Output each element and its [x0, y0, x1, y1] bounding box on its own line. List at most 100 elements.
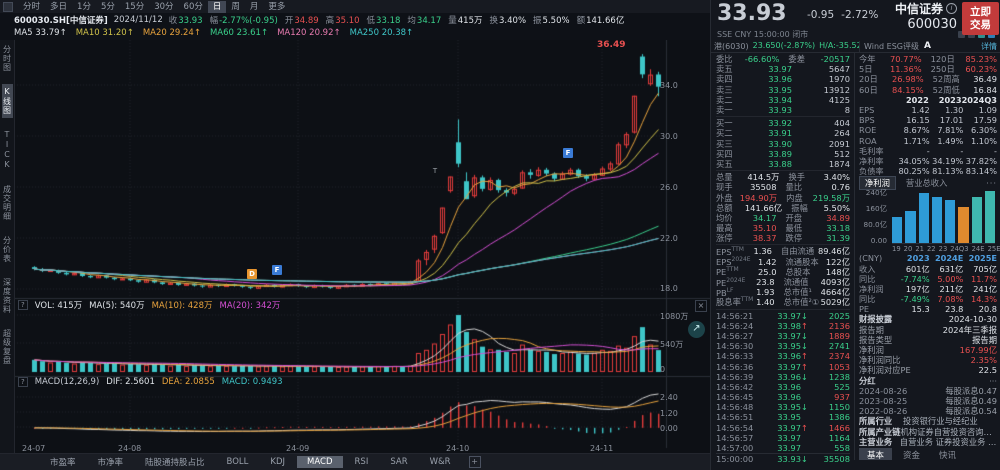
panel-tab-快讯[interactable]: 快讯 — [939, 450, 957, 460]
stat-row-20日: 20日 26.98% 52周高 36.49 — [859, 74, 997, 85]
date-label: 2024/11/12 — [113, 14, 163, 25]
symbol-label: 600030.SH[中信证券] — [14, 15, 108, 26]
profit-bar-23 — [945, 200, 956, 244]
field-幅: 幅-2.77%(-0.95) — [209, 15, 278, 26]
profit-tab-营业总收入[interactable]: 营业总收入 — [905, 177, 948, 188]
rail-item-分价表[interactable]: 分价表 — [2, 236, 12, 263]
trade-now-button[interactable]: 立即 交易 — [962, 2, 999, 35]
tick-row: 14:56:27 33.97 ↓ 1889 — [716, 330, 850, 341]
field-收: 收33.93 — [168, 15, 203, 26]
event-badge-F[interactable]: F — [272, 265, 282, 275]
stat-row-股息率: 股息率TTM 1.40 总市值²① 5029亿 — [716, 296, 850, 308]
help-tip-icon[interactable]: ? — [18, 377, 28, 387]
volume-axis-label: 0 — [660, 365, 666, 374]
tick-row: 14:56:24 33.98 ↑ 2136 — [716, 320, 850, 331]
period-tab-周[interactable]: 周 — [231, 1, 240, 12]
event-badge-F[interactable]: F — [563, 148, 573, 158]
period-tab-30分[interactable]: 30分 — [154, 1, 174, 12]
info-circle-icon[interactable]: i — [946, 3, 957, 14]
ask-row[interactable]: 卖五 33.97 5647 — [716, 64, 850, 75]
panel-tab-资金[interactable]: 资金 — [903, 450, 921, 460]
bid-row[interactable]: 买三 33.90 2091 — [716, 138, 850, 149]
indicator-tab-市净率[interactable]: 市净率 — [97, 458, 124, 468]
indicator-tab-RSI[interactable]: RSI — [354, 457, 369, 467]
report-row-净利润: 净利润 167.99亿 — [859, 345, 997, 356]
rail-item-成交明细[interactable]: 成交明细 — [2, 185, 12, 221]
indicator-tab-W&R[interactable]: W&R — [429, 457, 451, 467]
peak-price-label: 36.49 — [597, 40, 626, 50]
rail-item-分时图[interactable]: 分时图 — [2, 45, 12, 72]
field-均: 均34.17 — [407, 15, 442, 26]
period-tab-60分[interactable]: 60分 — [183, 1, 203, 12]
left-rail: 分时图 K线图 TICK 成交明细分价表深度资料超级复盘 — [0, 40, 15, 454]
indicator-tab-MACD[interactable]: MACD — [297, 456, 343, 468]
report-row-报告类型: 报告类型 报告期 — [859, 334, 997, 345]
fin-table-header: 2022 2023 2024Q3 — [905, 94, 998, 105]
x-axis-month-24-10: 24-10 — [446, 444, 470, 453]
esg-rating: A — [923, 41, 931, 51]
profit-y-label: 160亿 — [865, 204, 887, 214]
dividend-row: 2023-08-25 每股派息0.49 — [859, 395, 997, 406]
profit-bar-25E — [984, 191, 995, 244]
bid-row[interactable]: 买五 33.88 1874 — [716, 158, 850, 169]
period-tab-多日[interactable]: 多日 — [50, 1, 68, 12]
help-tip-icon[interactable]: ? — [18, 300, 28, 310]
bid-row[interactable]: 买四 33.89 512 — [716, 148, 850, 159]
fin-row-ROA: ROA 1.71% 1.49% 1.10% — [859, 135, 998, 146]
period-tab-日[interactable]: 日 — [207, 0, 227, 13]
quote-header: 33.93 -0.95 -2.72% 中信证券 i 600030 立即 交易 — [711, 0, 1000, 35]
indicator-tab-BOLL[interactable]: BOLL — [226, 457, 249, 467]
period-tab-月[interactable]: 月 — [249, 1, 259, 12]
tick-row: 14:56:42 33.96 525 — [716, 381, 850, 392]
detail-link[interactable]: 详情 — [981, 41, 997, 51]
trade-now-line2: 交易 — [970, 18, 991, 31]
alert-icon[interactable] — [958, 31, 965, 38]
ma-value-MA10: MA10 31.20↑ — [75, 27, 134, 38]
profit-y-label: 240亿 — [865, 188, 887, 198]
session-status: SSE CNY 15:00:00 闭市 — [717, 30, 809, 39]
ask-row[interactable]: 卖二 33.94 4125 — [716, 94, 850, 105]
stat-row-PB: PBLF 1.93 总市值¹ 4664亿 — [716, 286, 850, 298]
tick-row: 14:56:39 33.96 ↓ 1238 — [716, 371, 850, 382]
indicator-value: DIF: 2.5601 — [106, 377, 155, 387]
event-badge-T[interactable]: T — [432, 167, 438, 175]
period-tab-更多[interactable]: 更多 — [268, 1, 286, 12]
bid-row[interactable]: 买二 33.91 264 — [716, 128, 850, 139]
profit-tab-净利润[interactable]: 净利润 — [859, 175, 896, 190]
ask-row[interactable]: 卖一 33.93 8 — [716, 105, 850, 116]
indicator-tab-市盈率[interactable]: 市盈率 — [50, 458, 76, 468]
rail-item-K线图[interactable]: K线图 — [1, 84, 13, 118]
panel-tab-基本[interactable]: 基本 — [859, 447, 893, 460]
indicator-tab-SAR[interactable]: SAR — [390, 457, 408, 467]
last-price: 33.93 — [717, 1, 787, 26]
indicator-tab-KDJ[interactable]: KDJ — [270, 457, 286, 467]
period-tab-分时[interactable]: 分时 — [23, 1, 41, 12]
field-高: 高35.10 — [325, 15, 360, 26]
indicator-value: MA(10): 428万 — [151, 301, 213, 311]
event-badge-D[interactable]: D — [247, 269, 257, 279]
ha-premium: H/A:-35.52% — [819, 40, 859, 50]
close-pane-icon[interactable]: × — [695, 300, 707, 312]
profit-bar-24Q3 — [958, 207, 969, 244]
ask-row[interactable]: 卖四 33.96 1970 — [716, 74, 850, 85]
indicator-tab-陆股通持股占比[interactable]: 陆股通持股占比 — [145, 458, 205, 468]
hk-price: 23.650(-2.87%) — [752, 40, 816, 50]
expand-chart-icon[interactable]: ↗ — [688, 321, 705, 338]
price-axis-label: 30.0 — [660, 132, 678, 141]
ask-row[interactable]: 卖三 33.95 13912 — [716, 84, 850, 95]
ma-value-MA250: MA250 20.38↑ — [349, 27, 414, 38]
rail-item-超级复盘[interactable]: 超级复盘 — [2, 329, 12, 365]
period-tab-1分[interactable]: 1分 — [77, 1, 91, 12]
profit-more-icon[interactable]: ··· — [986, 177, 997, 188]
app-icon[interactable] — [3, 1, 13, 12]
period-tab-15分[interactable]: 15分 — [124, 1, 145, 12]
ma-value-MA5: MA5 33.79↑ — [14, 27, 67, 38]
period-tab-5分[interactable]: 5分 — [100, 1, 115, 12]
rail-item-TICK[interactable]: TICK — [2, 130, 12, 170]
profit-bar-19 — [892, 217, 903, 244]
bid-row[interactable]: 买一 33.92 404 — [716, 118, 850, 129]
rail-item-深度资料[interactable]: 深度资料 — [2, 278, 12, 314]
kline-canvas[interactable] — [14, 40, 710, 456]
add-indicator-icon[interactable]: + — [468, 456, 481, 468]
report-row-报告期: 报告期 2024年三季报 — [859, 324, 997, 335]
